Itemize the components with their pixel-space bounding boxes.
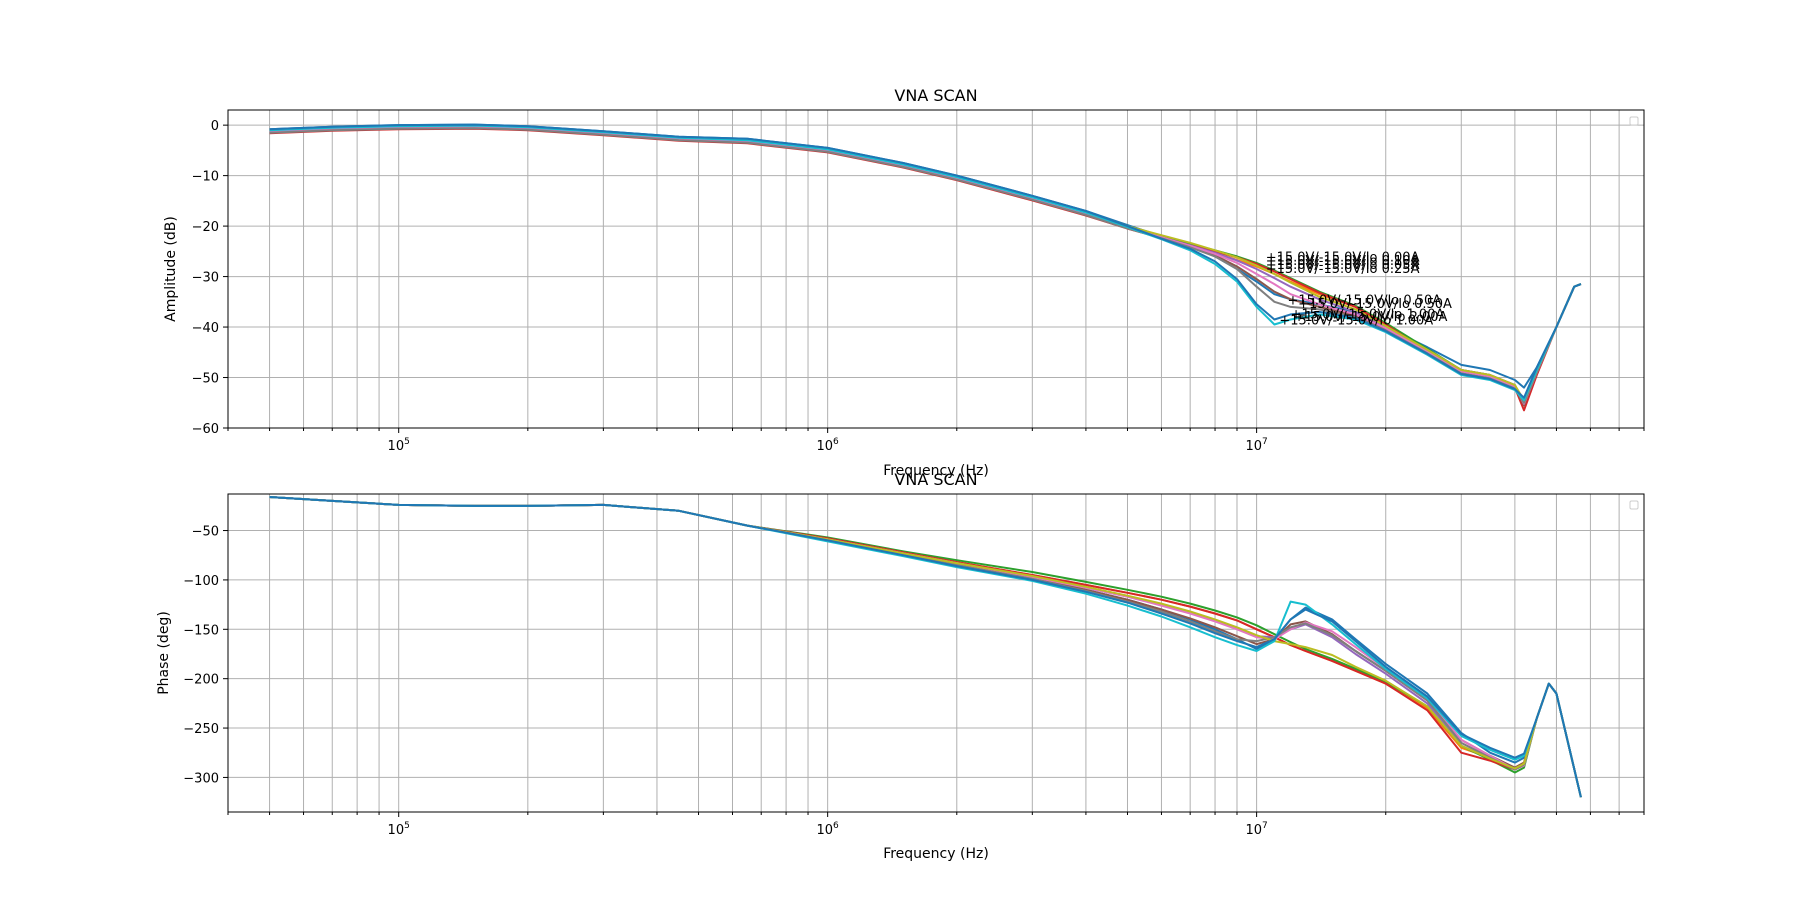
y-tick-label: −300 — [183, 771, 219, 786]
chart-title: VNA SCAN — [894, 86, 977, 105]
x-ticks: 105 106 107 — [227, 812, 1645, 838]
series-line-0 — [269, 496, 1582, 798]
y-tick-label: −150 — [183, 623, 219, 638]
series-line-8 — [269, 496, 1582, 798]
annotation-label: +15.0V/-15.0V/Io 1.00A — [1291, 307, 1445, 322]
y-tick-label: −50 — [192, 372, 219, 387]
series-group — [269, 123, 1582, 412]
y-tick-label: −20 — [192, 220, 219, 235]
phase-panel: 105 106 107 −50 −100 −150 −200 −250 −300 VNA SCAN… — [156, 470, 1645, 862]
series-line-2 — [269, 496, 1582, 798]
y-tick-label: −60 — [192, 422, 219, 437]
grid — [227, 110, 1645, 429]
x-tick-label: 107 — [1245, 437, 1267, 454]
y-tick-label: −30 — [192, 271, 219, 286]
series-line-4 — [269, 496, 1582, 798]
y-tick-label: 0 — [211, 119, 219, 134]
x-ticks: 105 106 107 — [227, 428, 1645, 454]
y-tick-label: −50 — [192, 525, 219, 540]
annotations: +15.0V/-15.0V/Io 0.00A+15.0V/-15.0V/Io 0… — [1266, 250, 1452, 328]
series-line-3 — [269, 496, 1582, 798]
amplitude-panel: +15.0V/-15.0V/Io 0.00A+15.0V/-15.0V/Io 0… — [163, 86, 1645, 479]
legend-box — [1629, 500, 1639, 510]
grid — [227, 494, 1645, 812]
annotation-label: +15.0V/-15.0V/Io 0.10A — [1266, 254, 1420, 269]
axes-frame — [227, 109, 1645, 429]
series-line-6 — [269, 496, 1582, 798]
y-axis-label: Phase (deg) — [156, 611, 172, 695]
series-line-10 — [269, 496, 1582, 798]
x-tick-label: 105 — [388, 821, 410, 838]
y-tick-label: −250 — [183, 722, 219, 737]
y-tick-label: −200 — [183, 673, 219, 688]
annotation-label: +15.0V/-15.0V/Io 1.00A — [1279, 314, 1433, 329]
annotation-label: +15.0V/-15.0V/Io 0.25A — [1266, 262, 1420, 277]
chart-title: VNA SCAN — [894, 470, 977, 489]
x-tick-label: 105 — [388, 437, 410, 454]
y-ticks: −50 −100 −150 −200 −250 −300 — [183, 525, 228, 786]
series-group — [269, 496, 1582, 798]
annotation-label: +15.0V/-15.0V/Io 0.05A — [1266, 258, 1420, 273]
y-axis-label: Amplitude (dB) — [163, 216, 179, 322]
axes-frame — [227, 493, 1645, 813]
y-ticks: 0 −10 −20 −30 −40 −50 −60 — [192, 119, 228, 437]
annotation-label: +15.0V/-15.0V/Io 0.50A — [1298, 297, 1452, 312]
x-axis-label: Frequency (Hz) — [883, 846, 989, 862]
legend-box — [1629, 116, 1639, 126]
series-line-9 — [269, 496, 1582, 798]
series-line-5 — [269, 496, 1582, 798]
annotation-label: +15.0V/-15.0V/Io 0.00A — [1266, 250, 1420, 265]
series-line-7 — [269, 496, 1582, 798]
y-tick-label: −10 — [192, 170, 219, 185]
series-line-10 — [269, 123, 1582, 399]
annotation-label: +15.0V/-15.0V/Io 2.00A — [1294, 310, 1448, 325]
x-tick-label: 106 — [817, 821, 840, 838]
series-line-1 — [269, 496, 1582, 798]
annotation-label: +15.0V/-15.0V/Io 0.50A — [1287, 293, 1441, 308]
y-tick-label: −40 — [192, 321, 219, 336]
x-tick-label: 106 — [817, 437, 840, 454]
x-tick-label: 107 — [1245, 821, 1267, 838]
y-tick-label: −100 — [183, 574, 219, 589]
x-axis-label: Frequency (Hz) — [883, 463, 989, 479]
